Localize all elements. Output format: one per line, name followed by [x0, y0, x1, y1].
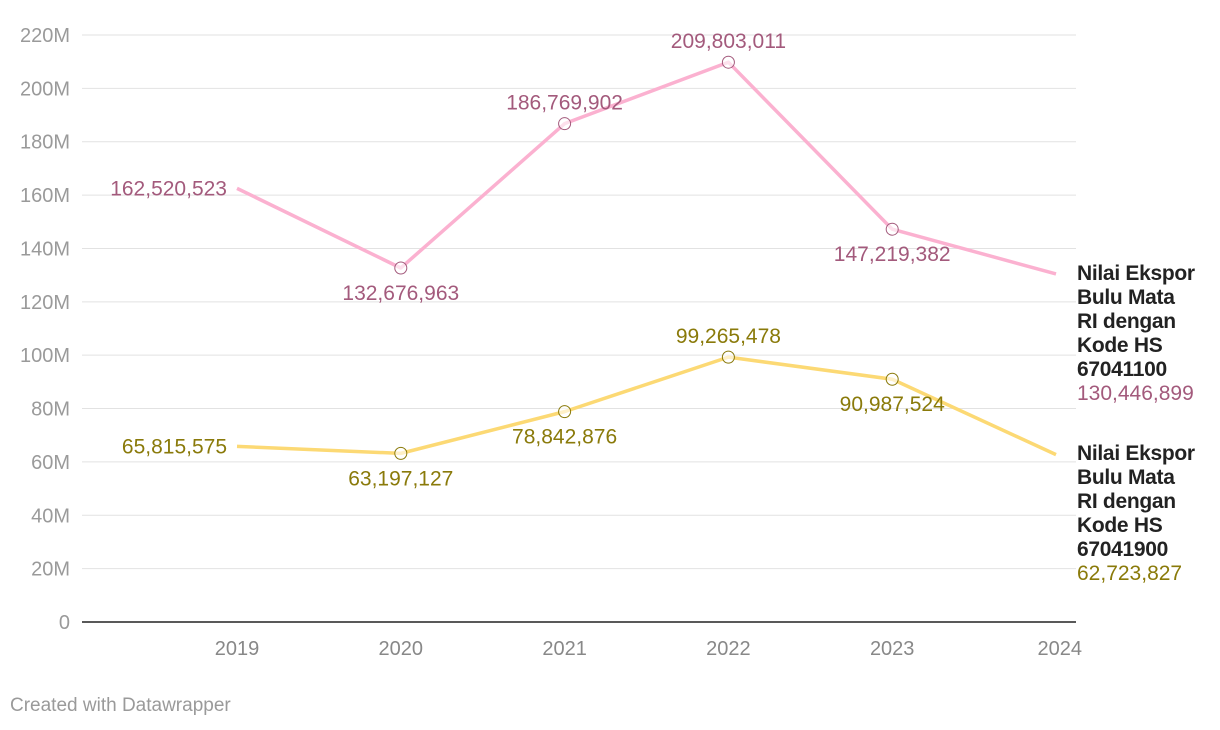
series-end-name: 67041100 — [1077, 358, 1167, 381]
data-value-label: 65,815,575 — [122, 435, 227, 458]
series-end-name: Kode HS — [1077, 514, 1163, 537]
data-point-marker — [394, 446, 408, 460]
data-labels: 162,520,523 132,676,963 186,769,902 209,803… — [110, 30, 1195, 585]
data-value-label: 209,803,011 — [671, 30, 786, 53]
grid-lines — [82, 34, 1076, 623]
data-value-label: 99,265,478 — [676, 325, 781, 348]
series-end-name: Bulu Mata — [1077, 286, 1175, 309]
data-point-marker — [885, 222, 899, 236]
data-value-label: 63,197,127 — [348, 467, 453, 490]
series-lines — [236, 55, 1057, 460]
series-end-name: RI dengan — [1077, 490, 1176, 513]
data-value-label: 90,987,524 — [840, 393, 945, 416]
y-tick-label: 80M — [31, 399, 70, 421]
x-tick-label: 2022 — [706, 638, 751, 660]
credit-text: Created with Datawrapper — [10, 695, 231, 716]
y-tick-label: 40M — [31, 505, 70, 527]
y-tick-label: 200M — [20, 78, 70, 100]
data-value-label: 132,676,963 — [342, 282, 459, 305]
data-point-marker — [721, 55, 735, 69]
x-tick-label: 2020 — [379, 638, 424, 660]
data-value-label: 186,769,902 — [506, 92, 623, 115]
data-point-marker — [558, 405, 572, 419]
series-end-name: Nilai Ekspor — [1077, 262, 1195, 285]
data-value-label: 147,219,382 — [834, 243, 951, 266]
series-end-name: Bulu Mata — [1077, 466, 1175, 489]
x-tick-label: 2019 — [215, 638, 260, 660]
data-point-marker — [558, 117, 572, 131]
y-axis-ticks: 0 20M 40M 60M 80M 100M 120M 140M 160M 180M 200M 220… — [20, 25, 70, 634]
data-point-marker — [394, 261, 408, 275]
data-value-label: 162,520,523 — [110, 177, 227, 200]
series-end-name: RI dengan — [1077, 310, 1176, 333]
y-tick-label: 160M — [20, 185, 70, 207]
y-tick-label: 140M — [20, 238, 70, 260]
y-tick-label: 120M — [20, 292, 70, 314]
series-end-value: 62,723,827 — [1077, 562, 1182, 585]
x-tick-label: 2024 — [1038, 638, 1083, 660]
x-tick-label: 2021 — [542, 638, 587, 660]
y-tick-label: 180M — [20, 132, 70, 154]
y-tick-label: 60M — [31, 452, 70, 474]
y-tick-label: 20M — [31, 559, 70, 581]
line-chart: 0 20M 40M 60M 80M 100M 120M 140M 160M 180M 200M 220… — [20, 25, 1195, 660]
series-line — [236, 355, 1057, 457]
x-tick-label: 2023 — [870, 638, 915, 660]
series-end-name: Nilai Ekspor — [1077, 442, 1195, 465]
series-line — [236, 60, 1057, 276]
y-tick-label: 100M — [20, 345, 70, 367]
data-point-marker — [721, 350, 735, 364]
data-value-label: 78,842,876 — [512, 426, 617, 449]
y-tick-label: 220M — [20, 25, 70, 47]
series-end-value: 130,446,899 — [1077, 382, 1194, 405]
data-point-marker — [885, 372, 899, 386]
y-tick-label: 0 — [59, 612, 70, 634]
series-end-name: 67041900 — [1077, 538, 1168, 561]
series-end-name: Kode HS — [1077, 334, 1163, 357]
x-axis-ticks: 2019 2020 2021 2022 2023 2024 — [215, 638, 1082, 660]
